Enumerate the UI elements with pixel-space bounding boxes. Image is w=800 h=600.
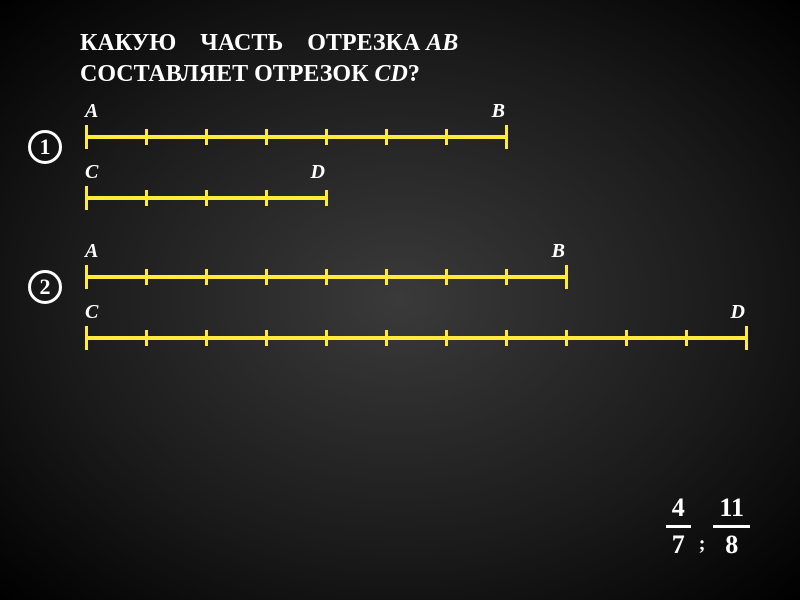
tick xyxy=(325,129,328,145)
segment-labels: AB xyxy=(85,100,505,123)
tick xyxy=(445,330,448,346)
segment-group: ABCD xyxy=(85,100,800,210)
tick xyxy=(85,265,88,289)
tick xyxy=(265,330,268,346)
ruler xyxy=(85,326,749,350)
problems-container: 1ABCD2ABCD xyxy=(0,100,800,350)
tick xyxy=(505,269,508,285)
problem-badge: 1 xyxy=(28,130,62,164)
segment: AB xyxy=(85,240,800,289)
segment-labels: CD xyxy=(85,161,325,184)
tick xyxy=(205,330,208,346)
tick xyxy=(445,129,448,145)
label-start: A xyxy=(85,240,98,263)
tick xyxy=(265,190,268,206)
tick xyxy=(565,330,568,346)
label-end: D xyxy=(311,161,325,184)
tick xyxy=(205,129,208,145)
ruler xyxy=(85,265,569,289)
tick xyxy=(205,190,208,206)
fraction: 118 xyxy=(713,493,750,560)
tick xyxy=(145,330,148,346)
tick xyxy=(85,186,88,210)
ruler xyxy=(85,186,329,210)
answer-separator: ; xyxy=(699,533,706,556)
tick xyxy=(325,190,328,206)
segment-labels: CD xyxy=(85,301,745,324)
label-end: B xyxy=(492,100,505,123)
title-line2: СОСТАВЛЯЕТ ОТРЕЗОК xyxy=(80,61,368,87)
tick xyxy=(205,269,208,285)
label-start: A xyxy=(85,100,98,123)
segment: CD xyxy=(85,161,800,210)
tick xyxy=(325,330,328,346)
title-q: ? xyxy=(408,61,420,87)
tick xyxy=(145,269,148,285)
problem-badge: 2 xyxy=(28,270,62,304)
tick xyxy=(145,190,148,206)
segment: AB xyxy=(85,100,800,149)
tick xyxy=(385,269,388,285)
label-end: B xyxy=(552,240,565,263)
tick xyxy=(265,129,268,145)
segment-labels: AB xyxy=(85,240,565,263)
tick xyxy=(85,125,88,149)
problem-2: 2ABCD xyxy=(0,240,800,350)
tick xyxy=(145,129,148,145)
tick xyxy=(505,330,508,346)
label-end: D xyxy=(731,301,745,324)
tick xyxy=(325,269,328,285)
ruler-bar xyxy=(85,336,745,340)
problem-1: 1ABCD xyxy=(0,100,800,210)
tick xyxy=(505,125,508,149)
tick xyxy=(85,326,88,350)
tick xyxy=(265,269,268,285)
tick xyxy=(385,330,388,346)
segment: CD xyxy=(85,301,800,350)
segment-group: ABCD xyxy=(85,240,800,350)
fraction-denominator: 8 xyxy=(719,528,744,560)
fraction-denominator: 7 xyxy=(666,528,691,560)
fraction-numerator: 11 xyxy=(713,493,750,528)
tick xyxy=(745,326,748,350)
title-line1: КАКУЮ ЧАСТЬ ОТРЕЗКА xyxy=(80,30,420,56)
ruler xyxy=(85,125,509,149)
tick xyxy=(565,265,568,289)
tick xyxy=(685,330,688,346)
fraction: 47 xyxy=(666,493,691,560)
question-title: КАКУЮ ЧАСТЬ ОТРЕЗКА АВ СОСТАВЛЯЕТ ОТРЕЗО… xyxy=(0,0,800,100)
fraction-numerator: 4 xyxy=(666,493,691,528)
label-start: C xyxy=(85,161,98,184)
tick xyxy=(385,129,388,145)
ruler-bar xyxy=(85,135,505,139)
tick xyxy=(625,330,628,346)
tick xyxy=(445,269,448,285)
title-cd: CD xyxy=(374,61,407,87)
answers: 47; 118 xyxy=(666,493,750,560)
title-ab: АВ xyxy=(426,30,458,56)
label-start: C xyxy=(85,301,98,324)
